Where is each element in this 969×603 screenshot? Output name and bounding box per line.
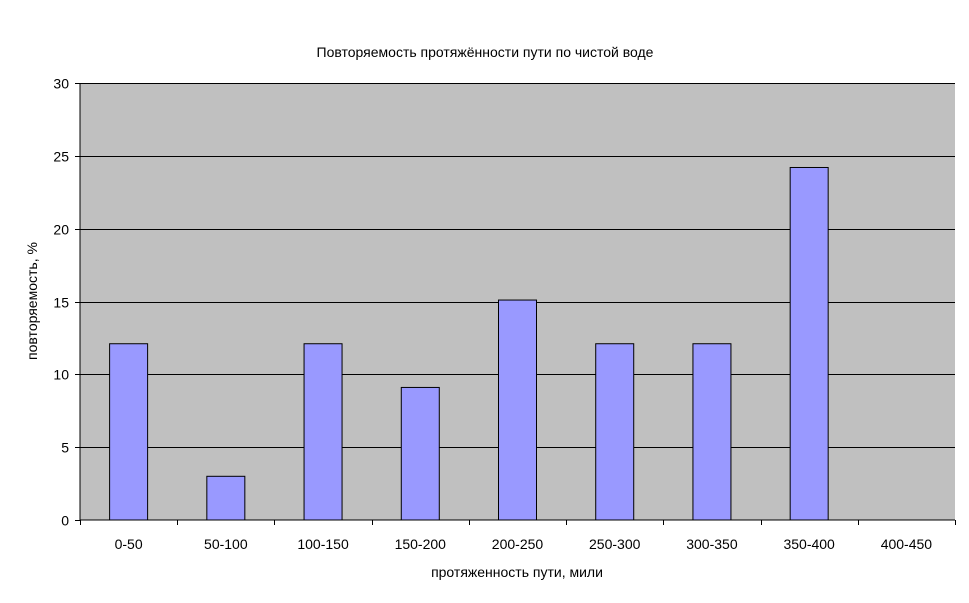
bar-350-400 bbox=[789, 166, 829, 521]
x-tick-label: 100-150 bbox=[297, 536, 349, 552]
x-tick-label: 0-50 bbox=[115, 536, 143, 552]
bar-50-100 bbox=[206, 475, 246, 521]
bar-300-350 bbox=[692, 343, 732, 521]
bar-150-200 bbox=[400, 386, 440, 521]
y-tick-label: 0 bbox=[61, 513, 69, 529]
y-axis-title: повторяемость, % bbox=[24, 242, 40, 360]
y-ticks: 0 5 10 15 20 25 30 bbox=[53, 76, 80, 529]
x-tick-label: 350-400 bbox=[783, 536, 835, 552]
y-tick-label: 10 bbox=[53, 367, 69, 383]
bar-100-150 bbox=[303, 343, 343, 521]
chart-title: Повторяемость протяжённости пути по чист… bbox=[317, 44, 654, 60]
bar-200-250 bbox=[498, 299, 537, 521]
y-tick-label: 20 bbox=[53, 222, 69, 238]
y-tick-label: 5 bbox=[61, 440, 69, 456]
x-tick-label: 200-250 bbox=[492, 536, 544, 552]
x-ticks: 0-50 50-100 100-150 150-200 200-250 250-300 30… bbox=[80, 520, 956, 552]
y-tick-label: 15 bbox=[53, 295, 69, 311]
x-tick-label: 300-350 bbox=[686, 536, 738, 552]
bars bbox=[109, 166, 829, 521]
x-tick-label: 400-450 bbox=[881, 536, 933, 552]
x-tick-label: 150-200 bbox=[395, 536, 447, 552]
y-tick-label: 25 bbox=[53, 149, 69, 165]
y-tick-label: 30 bbox=[53, 76, 69, 92]
bar-250-300 bbox=[595, 343, 635, 521]
x-axis-title: протяженность пути, мили bbox=[431, 564, 603, 580]
bar-0-50 bbox=[109, 343, 149, 521]
x-tick-label: 50-100 bbox=[204, 536, 248, 552]
x-tick-label: 250-300 bbox=[589, 536, 641, 552]
